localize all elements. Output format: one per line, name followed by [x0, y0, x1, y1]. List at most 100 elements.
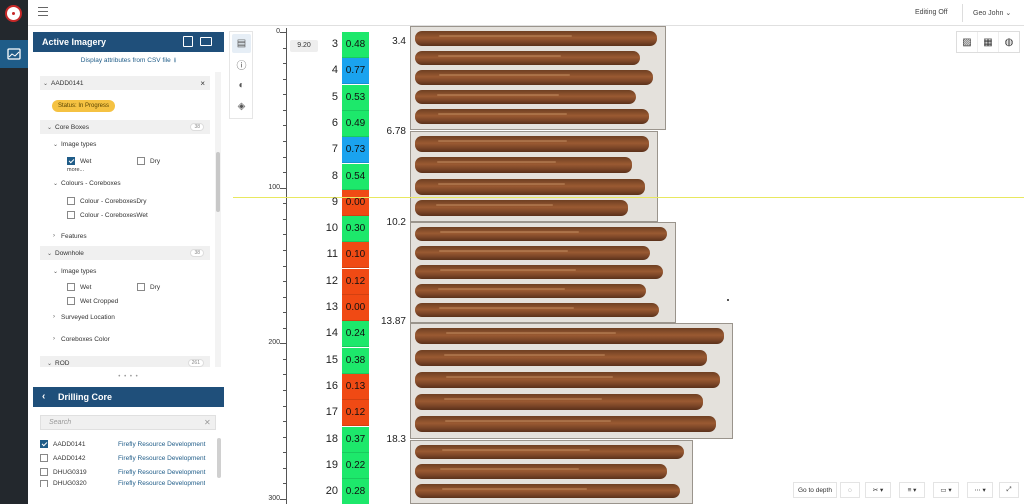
assay-cell[interactable]: 0.49 [342, 110, 369, 137]
assay-cell[interactable]: 0.77 [342, 58, 369, 85]
assay-cell[interactable]: 0.30 [342, 216, 369, 243]
chevron-down-icon[interactable]: ⌄ [43, 80, 49, 87]
hole-list-item[interactable]: AADD0141 Firefly Resource Development [40, 438, 205, 450]
expand-icon[interactable]: ⤢ [999, 482, 1019, 498]
checkbox-colour-wet[interactable]: Colour - CoreboxesWet [67, 208, 148, 222]
assay-cell[interactable]: 0.13 [342, 373, 369, 400]
box-depth-label: 3.4 [392, 36, 406, 47]
checkbox-checked[interactable] [67, 157, 75, 165]
image-icon[interactable]: ▨ [957, 32, 978, 52]
assay-cell[interactable]: 0.12 [342, 400, 369, 427]
grid-icon[interactable]: ▦ [978, 32, 999, 52]
tree-features[interactable]: › Features [40, 229, 87, 243]
core-box-image[interactable] [410, 323, 733, 439]
count-badge: 38 [190, 249, 204, 257]
checkbox-label: Wet [80, 283, 92, 291]
assay-cell[interactable]: 0.10 [342, 242, 369, 269]
checkbox[interactable] [137, 283, 145, 291]
checkbox[interactable] [40, 454, 48, 462]
ruler-tick [283, 327, 286, 329]
tree-group-downhole[interactable]: ⌄ Downhole 38 [40, 246, 210, 260]
assay-cell[interactable]: 0.37 [342, 426, 369, 453]
tree-colours-coreboxes[interactable]: ⌄ Colours - Coreboxes [40, 176, 121, 190]
palette-icon[interactable]: ◐ [238, 80, 245, 91]
checkbox[interactable] [67, 211, 75, 219]
checkbox[interactable] [40, 480, 48, 487]
editing-toggle[interactable]: Editing Off [915, 9, 948, 16]
tree-image-types[interactable]: ⌄ Image types [40, 137, 96, 151]
layers-icon[interactable]: ◈ [237, 101, 246, 112]
checkbox-dry[interactable]: Dry [137, 154, 160, 168]
back-chevron-icon[interactable]: ‹ [42, 391, 46, 402]
checkbox-wet[interactable]: Wet [67, 280, 91, 294]
core-tray [415, 246, 650, 260]
tree-surveyed-location[interactable]: › Surveyed Location [40, 310, 115, 324]
assay-cell[interactable]: 0.00 [342, 295, 369, 321]
align-icon[interactable]: ≡ ▾ [899, 482, 925, 498]
folder-icon[interactable] [200, 37, 212, 46]
checkbox-colour-dry[interactable]: Colour - CoreboxesDry [67, 194, 146, 208]
assay-cell[interactable]: 0.38 [342, 347, 369, 374]
tree-group-rod[interactable]: ⌄ ROD 261 [40, 356, 210, 367]
info-icon[interactable]: ⓘ [236, 61, 247, 72]
more-link[interactable]: more... [67, 167, 85, 173]
checkbox-label: Wet [80, 157, 92, 165]
assay-cell[interactable]: 0.00 [342, 189, 369, 216]
tree-scrollbar[interactable] [215, 72, 221, 367]
assay-cell[interactable]: 0.22 [342, 452, 369, 479]
hole-list-item[interactable]: AADD0142 Firefly Resource Development [40, 452, 205, 464]
core-tray [415, 394, 703, 410]
more-icon[interactable]: ⋯ ▾ [967, 482, 993, 498]
close-icon[interactable]: × [200, 78, 205, 88]
ruler-tick [283, 296, 286, 298]
assay-cell[interactable]: 0.53 [342, 84, 369, 111]
clear-icon[interactable]: ✕ [204, 418, 211, 427]
ruler-tick [283, 405, 286, 407]
checkbox[interactable] [137, 157, 145, 165]
assay-cell[interactable]: 0.28 [342, 479, 369, 504]
checkbox[interactable] [67, 197, 75, 205]
tree-image-types[interactable]: ⌄ Image types [40, 264, 96, 278]
assay-cell[interactable]: 0.48 [342, 32, 369, 58]
panel-splitter[interactable]: • • • • [118, 374, 139, 380]
menu-icon[interactable] [38, 7, 48, 16]
checkbox-wet[interactable]: Wet [67, 154, 91, 168]
assay-cell[interactable]: 0.24 [342, 321, 369, 348]
film-icon[interactable]: ▭ ▾ [933, 482, 959, 498]
user-menu[interactable]: Geo John ⌄ [973, 9, 1011, 17]
core-box-image[interactable] [410, 131, 658, 222]
core-box-image[interactable] [410, 26, 666, 130]
checkbox-dry[interactable]: Dry [137, 280, 160, 294]
checkbox-checked[interactable] [40, 440, 48, 448]
checkbox[interactable] [67, 297, 75, 305]
save-icon[interactable] [183, 36, 193, 47]
go-to-depth-button[interactable]: Go to depth [793, 482, 837, 498]
imagery-nav-icon[interactable] [0, 40, 28, 68]
search-input[interactable]: Search ✕ [40, 415, 216, 430]
tools-icon[interactable]: ✂ ▾ [865, 482, 891, 498]
core-box-image[interactable] [410, 222, 676, 323]
csv-attributes-link[interactable]: Display attributes from CSV file ⭳ [33, 56, 224, 67]
hole-list-scrollbar[interactable] [217, 438, 221, 478]
assay-cell[interactable]: 0.12 [342, 268, 369, 295]
hole-list-item[interactable]: DHUG0320 Firefly Resource Development [40, 480, 205, 487]
depth-label: 13 [325, 301, 338, 313]
checkbox[interactable] [67, 283, 75, 291]
hole-list-item[interactable]: DHUG0319 Firefly Resource Development [40, 466, 205, 478]
checkbox[interactable] [40, 468, 48, 476]
comment-icon[interactable]: ◌ [840, 482, 860, 498]
assay-cell[interactable]: 0.73 [342, 137, 369, 164]
tree-group-core-boxes[interactable]: ⌄ Core Boxes 38 [40, 120, 210, 134]
tree-coreboxes-color[interactable]: › Coreboxes Color [40, 332, 110, 346]
chevron-down-icon: ⌄ [1005, 10, 1012, 17]
depth-label: 5 [331, 90, 338, 103]
assay-cell[interactable]: 0.54 [342, 163, 369, 190]
tree-scrollbar-thumb[interactable] [216, 152, 220, 212]
checkbox-wet-cropped[interactable]: Wet Cropped [67, 294, 118, 308]
core-tray [415, 109, 649, 124]
list-view-icon[interactable]: ▤ [232, 34, 251, 53]
depth-label: 20 [325, 485, 338, 498]
hole-id: AADD0142 [53, 454, 86, 462]
globe-icon[interactable]: ◍ [1004, 36, 1014, 48]
core-box-image[interactable] [410, 440, 693, 504]
